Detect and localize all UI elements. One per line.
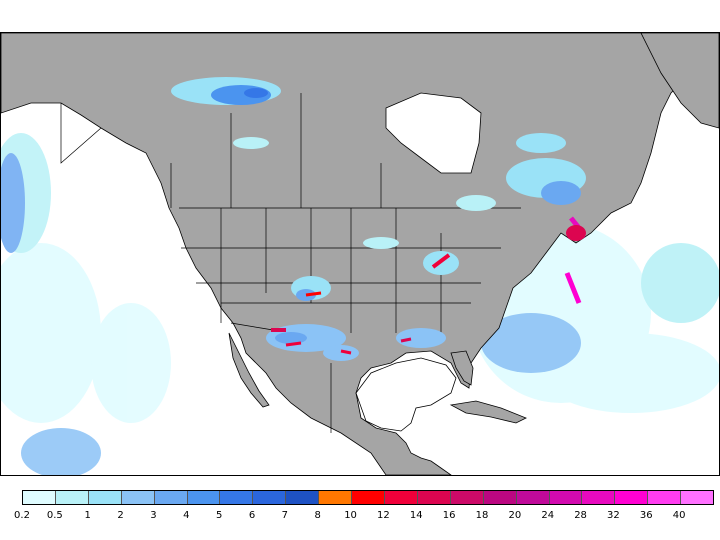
gulf-of-mexico	[355, 357, 457, 432]
colorbar-tick-label: 3	[150, 510, 157, 521]
colorbar-swatch	[352, 491, 385, 504]
colorbar-tick-label: 4	[183, 510, 190, 521]
colorbar-swatch	[319, 491, 353, 504]
colorbar-swatch	[286, 491, 320, 504]
colorbar-swatch	[417, 491, 451, 504]
colorbar-tick-label: 16	[442, 510, 456, 521]
colorbar-swatch	[88, 491, 122, 504]
colorbar-swatch	[516, 491, 550, 504]
colorbar-swatch	[648, 491, 682, 504]
colorbar-tick-label: 1	[84, 510, 91, 521]
map-canvas	[1, 33, 719, 475]
colorbar-swatch	[220, 491, 254, 504]
colorbar-swatch	[23, 491, 56, 504]
colorbar-tick-label: 8	[314, 510, 321, 521]
baja-peninsula	[228, 332, 270, 408]
florida	[450, 350, 474, 386]
colorbar-tick-label: 2	[117, 510, 124, 521]
colorbar-swatch	[549, 491, 583, 504]
colorbar-tick-label: 20	[508, 510, 522, 521]
colorbar-swatch	[615, 491, 649, 504]
colorbar-swatch	[121, 491, 155, 504]
colorbar-swatch	[681, 491, 714, 504]
pacific-light-precip	[1, 133, 171, 475]
colorbar-tick-label: 32	[607, 510, 620, 521]
colorbar-tick-label: 0.2	[14, 510, 30, 521]
cuba	[449, 400, 527, 424]
colorbar-tick-label: 24	[541, 510, 555, 521]
heavy-precip-cores	[271, 216, 586, 355]
precipitation-map	[0, 32, 720, 476]
colorbar-tick-label: 10	[344, 510, 357, 521]
colorbar-tick-label: 6	[248, 510, 256, 521]
precip-colorbar	[22, 490, 714, 505]
colorbar-swatch	[483, 491, 517, 504]
colorbar-tick-labels: 0.2 0.5 1 2 3 4 5 6 7 8 10 12 14 16 18 20 24 28 32 36 40	[0, 510, 720, 524]
colorbar-tick-label: 28	[574, 510, 587, 521]
colorbar-swatch	[187, 491, 221, 504]
greenland	[640, 33, 719, 129]
colorbar-tick-label: 36	[639, 510, 653, 521]
hudson-bay	[385, 92, 482, 174]
colorbar-swatch	[582, 491, 616, 504]
colorbar-swatch	[55, 491, 89, 504]
colorbar-tick-label: 5	[215, 510, 223, 521]
colorbar-swatch	[253, 491, 287, 504]
canada-precip	[171, 77, 586, 211]
colorbar-tick-label: 40	[672, 510, 686, 521]
colorbar-tick-label: 12	[377, 510, 390, 521]
political-borders	[60, 93, 521, 433]
colorbar-swatch	[154, 491, 188, 504]
colorbar-tick-label: 14	[409, 510, 423, 521]
colorbar-tick-label: 7	[281, 510, 289, 521]
colorbar-tick-label: 18	[475, 510, 489, 521]
colorbar-swatch	[450, 491, 484, 504]
colorbar-swatch	[384, 491, 418, 504]
colorbar-tick-label: 0.5	[46, 510, 63, 521]
